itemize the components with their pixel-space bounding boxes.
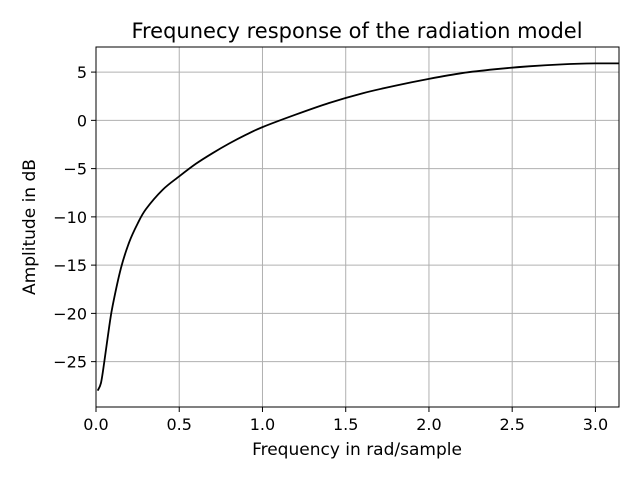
y-axis-label: Amplitude in dB bbox=[20, 159, 40, 295]
response-line bbox=[96, 62, 619, 391]
plot-frame bbox=[95, 46, 620, 408]
series-layer bbox=[96, 62, 619, 391]
chart-title: Frequnecy response of the radiation mode… bbox=[131, 19, 582, 43]
x-tick-label: 2.0 bbox=[416, 415, 441, 434]
x-tick-label: 1.5 bbox=[333, 415, 358, 434]
x-tick-label: 3.0 bbox=[583, 415, 608, 434]
grid bbox=[95, 47, 619, 407]
x-tick-label: 2.5 bbox=[499, 415, 524, 434]
x-tick-label: 0.5 bbox=[167, 415, 192, 434]
y-tick-label: 5 bbox=[77, 63, 87, 82]
y-tick-label: −15 bbox=[53, 256, 87, 275]
x-tick-label: 0.0 bbox=[83, 415, 108, 434]
y-tick-label: 0 bbox=[77, 111, 87, 130]
y-tick-label: −10 bbox=[53, 208, 87, 227]
y-tick-label: −5 bbox=[63, 160, 87, 179]
y-tick-label: −25 bbox=[53, 353, 87, 372]
ticks: 0.0 0.5 1.0 1.5 2.0 2.5 3.0 5 0 −5 −10 −15 −20 −25 bbox=[53, 63, 608, 434]
y-tick-label: −20 bbox=[53, 304, 87, 323]
x-axis-label: Frequency in rad/sample bbox=[252, 440, 462, 460]
x-tick-label: 1.0 bbox=[250, 415, 275, 434]
plot-area bbox=[96, 47, 619, 407]
